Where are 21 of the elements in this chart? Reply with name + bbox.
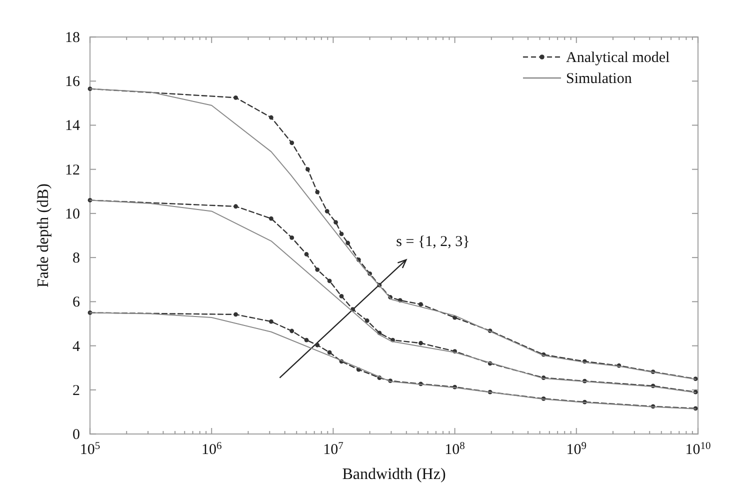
- y-tick-label: 2: [72, 382, 80, 399]
- x-tick-label: 10$^{8}$: [444, 440, 465, 458]
- legend-label: Simulation: [566, 71, 632, 87]
- x-tick-label: 10$^{7}$: [323, 440, 344, 458]
- x-tick-label: 10$^{6}$: [201, 440, 222, 458]
- y-axis-title: Fade depth (dB): [35, 184, 52, 288]
- x-axis-title: Bandwidth (Hz): [342, 466, 446, 483]
- y-tick-label: 0: [72, 427, 80, 443]
- y-tick-label: 12: [65, 162, 80, 178]
- y-tick-label: 6: [72, 294, 80, 311]
- annotation: s = {1, 2, 3}: [396, 234, 470, 250]
- y-tick-label: 18: [65, 30, 80, 46]
- y-tick-label: 4: [72, 338, 80, 355]
- y-tick-label: 16: [65, 74, 80, 90]
- y-tick-label: 14: [65, 118, 80, 134]
- x-tick-label: 10$^{9}$: [566, 440, 587, 458]
- legend-label: Analytical model: [566, 50, 670, 66]
- y-tick-label: 10: [65, 206, 80, 222]
- x-tick-label: 10$^{5}$: [80, 440, 100, 458]
- y-tick-label: 8: [72, 250, 80, 267]
- x-tick-label: 10$^{10}$: [685, 440, 711, 458]
